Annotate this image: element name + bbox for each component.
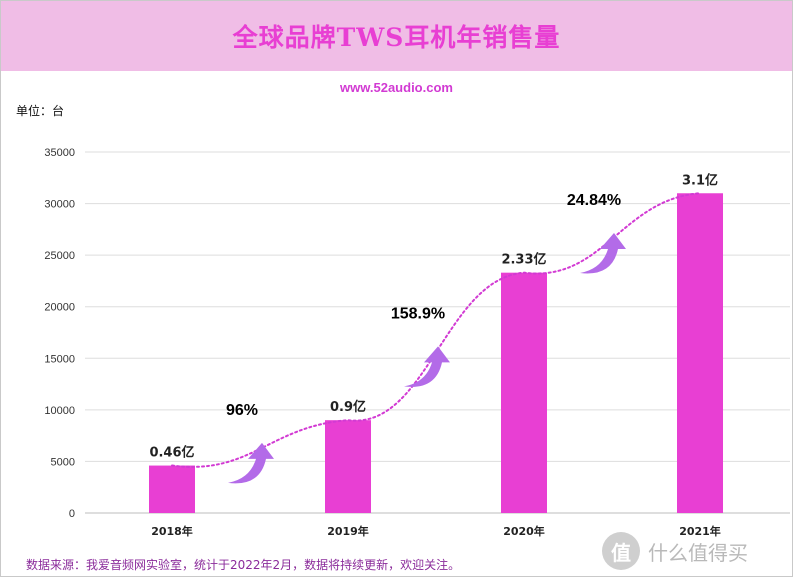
- x-tick-label: 2019年: [327, 524, 369, 538]
- bar: [501, 272, 547, 513]
- watermark-text: 什么值得买: [648, 540, 748, 565]
- bar: [325, 420, 371, 513]
- source-note: 数据来源：我爱音频网实验室，统计于2022年2月，数据将持续更新，欢迎关注。: [26, 558, 461, 572]
- bar: [677, 193, 723, 513]
- y-tick-label: 25000: [44, 250, 75, 262]
- x-tick-label: 2021年: [679, 524, 721, 538]
- data-label: 0.46亿: [149, 445, 194, 461]
- trend-line: [171, 192, 701, 468]
- growth-arrow-icon: [228, 442, 274, 484]
- growth-label: 96%: [226, 402, 258, 419]
- growth-arrow-icon: [580, 232, 626, 274]
- website-label: www.52audio.com: [340, 80, 453, 95]
- y-tick-label: 0: [69, 508, 75, 520]
- x-tick-label: 2020年: [503, 524, 545, 538]
- growth-arrow-icon: [404, 346, 450, 387]
- x-tick-label: 2018年: [151, 524, 193, 538]
- growth-label: 24.84%: [567, 192, 621, 209]
- data-label: 2.33亿: [501, 252, 546, 268]
- bar: [149, 465, 195, 513]
- data-label: 3.1亿: [682, 172, 718, 188]
- y-tick-label: 30000: [44, 199, 75, 211]
- watermark-logo-icon: 值: [602, 532, 640, 570]
- y-tick-label: 10000: [44, 405, 75, 417]
- growth-label: 158.9%: [391, 305, 445, 322]
- y-tick-label: 35000: [44, 147, 75, 159]
- data-label: 0.9亿: [330, 399, 366, 415]
- y-tick-label: 20000: [44, 302, 75, 314]
- y-tick-label: 5000: [51, 456, 75, 468]
- y-tick-label: 15000: [44, 353, 75, 365]
- chart-title: 全球品牌TWS耳机年销售量: [232, 23, 561, 52]
- title-bar: 全球品牌TWS耳机年销售量: [1, 1, 792, 71]
- watermark: 值 什么值得买: [602, 532, 748, 570]
- unit-label: 单位：台: [16, 104, 65, 118]
